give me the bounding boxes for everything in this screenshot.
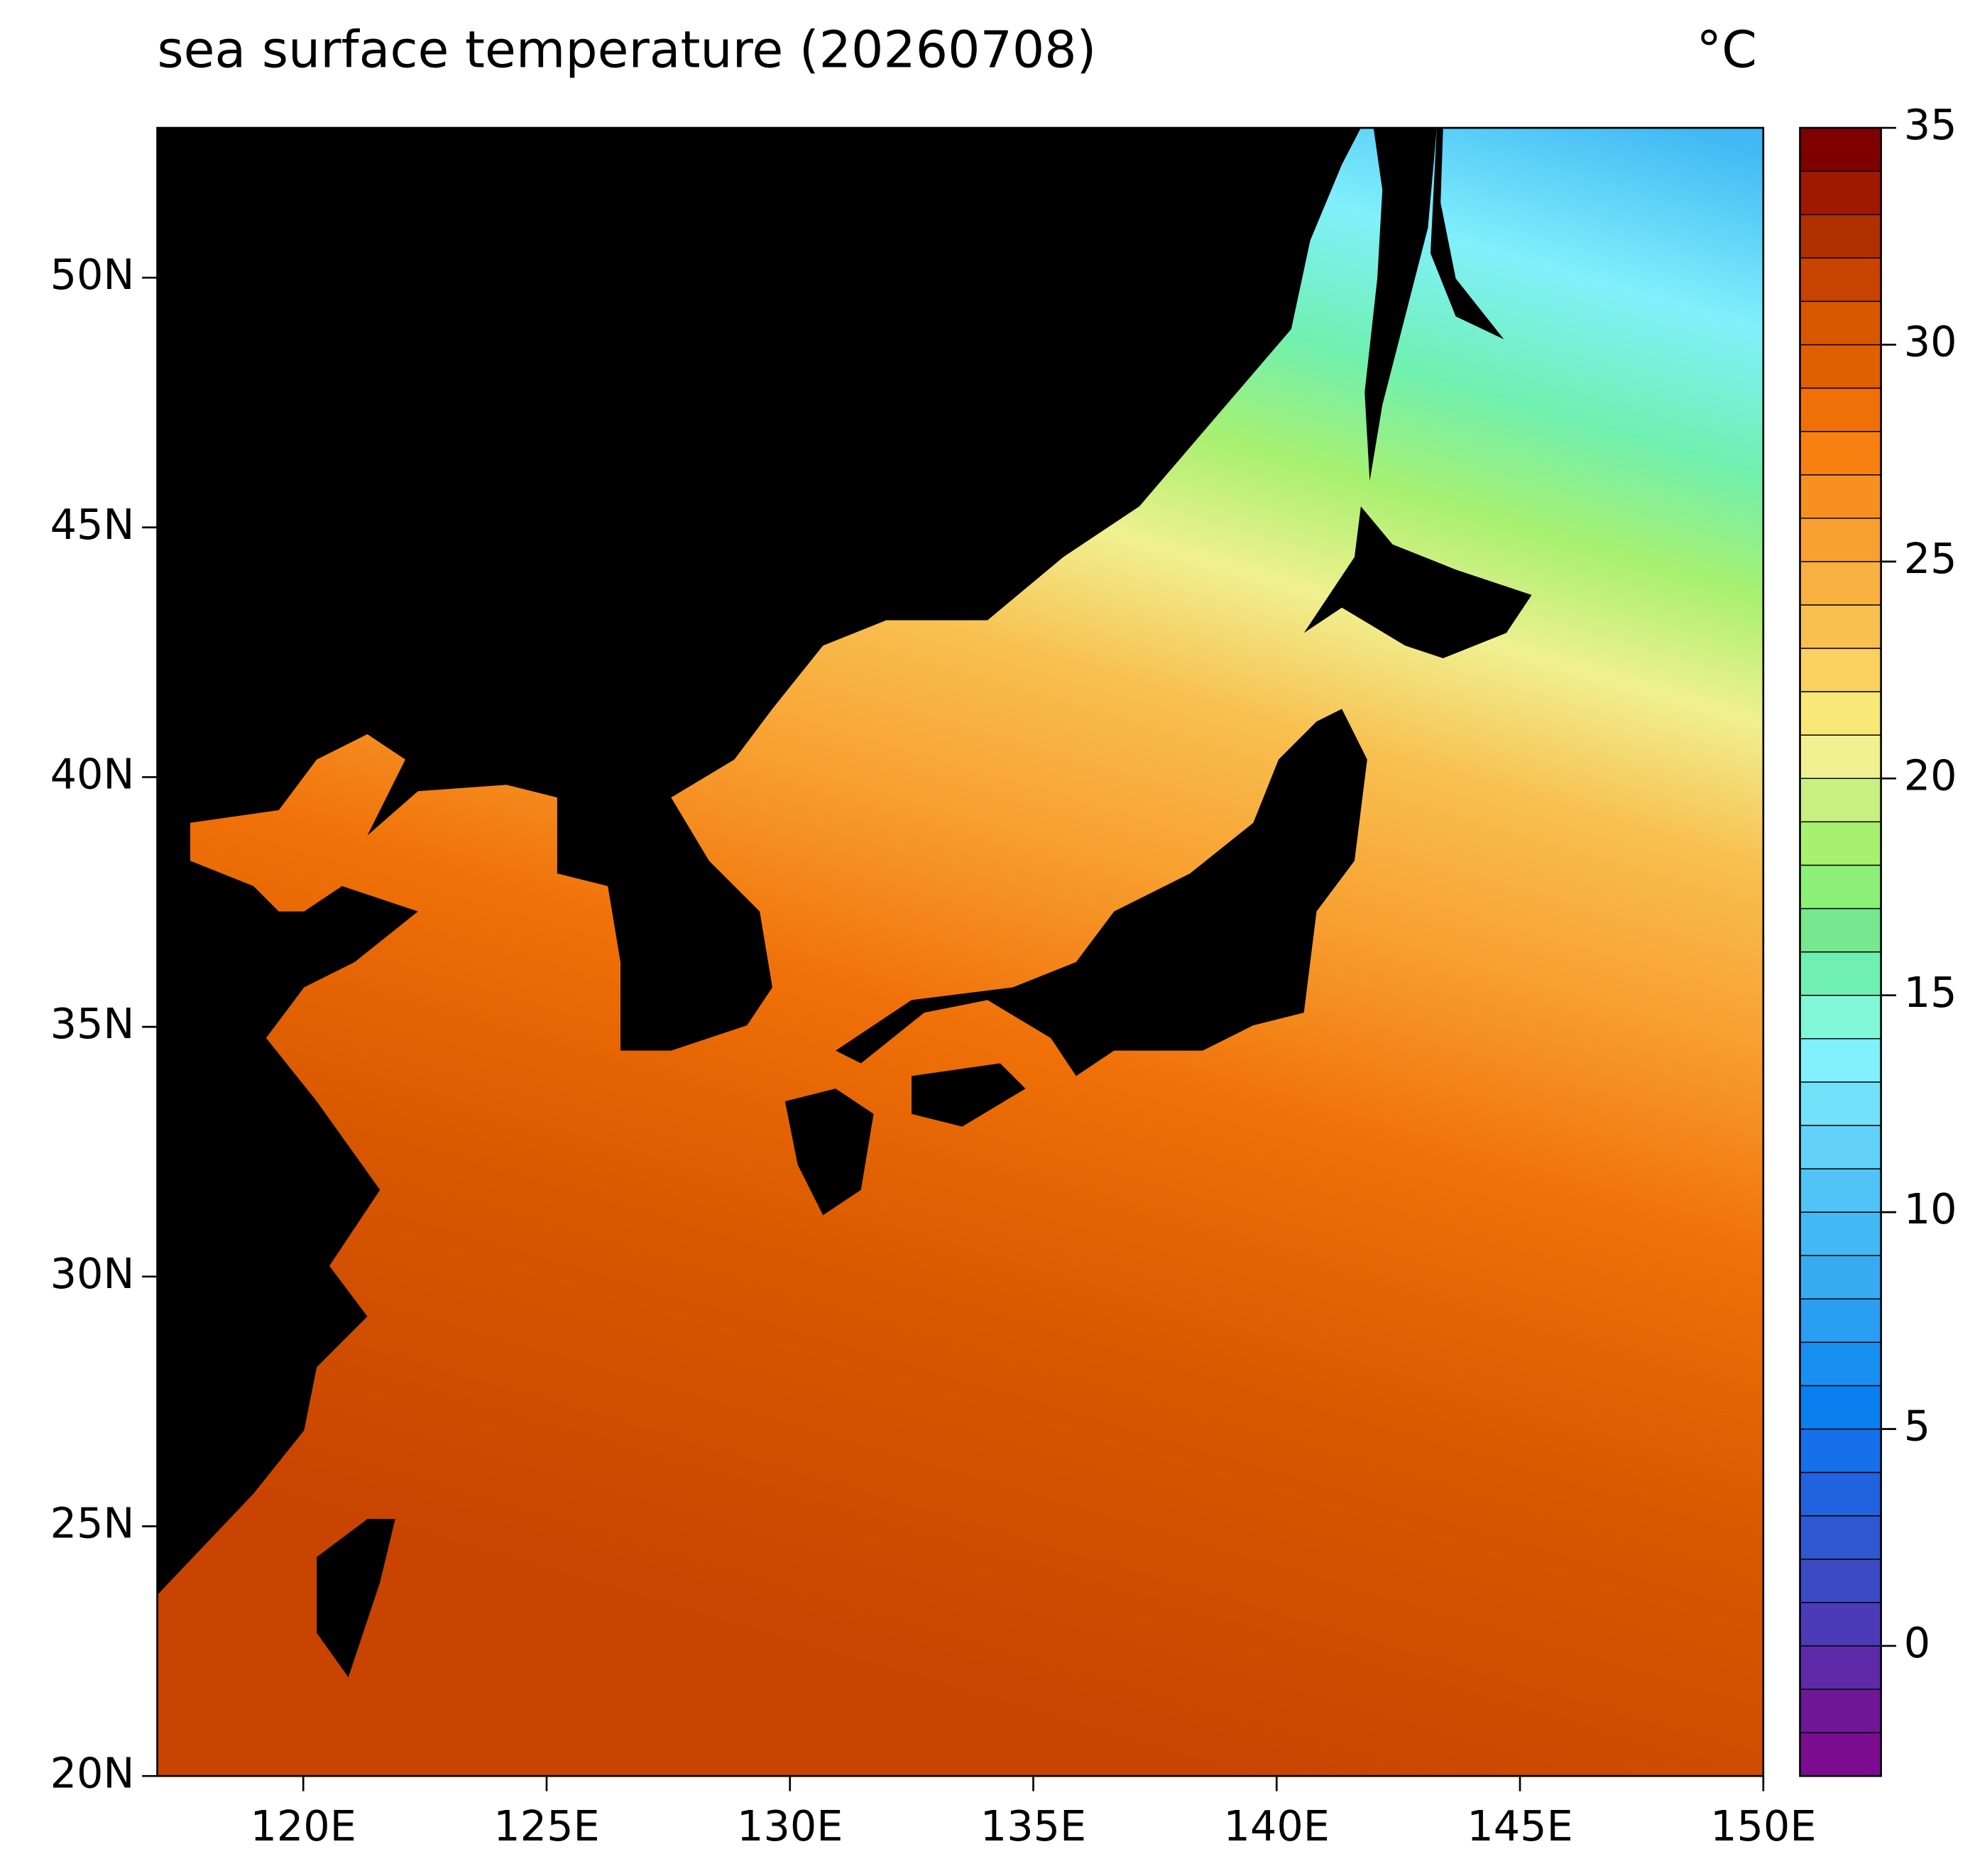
okhotsk-coast [1430, 128, 1504, 339]
x-tick-label: 150E [1710, 1801, 1816, 1850]
continent [157, 128, 1361, 1596]
colorbar-band [1799, 344, 1882, 389]
colorbar-tick-label: 15 [1904, 968, 1957, 1017]
hokkaido [1303, 506, 1532, 659]
x-tick-label: 130E [737, 1801, 843, 1850]
x-tick-label: 120E [250, 1801, 356, 1850]
y-tick-label: 30N [50, 1249, 135, 1298]
colorbar-band [1799, 387, 1882, 432]
colorbar-band [1799, 604, 1882, 649]
colorbar-tick-label: 0 [1904, 1618, 1930, 1667]
unit-label: °C [1696, 20, 1756, 79]
colorbar-band [1799, 1081, 1882, 1126]
y-tick-label: 20N [50, 1748, 135, 1797]
colorbar-band [1799, 474, 1882, 519]
map-field [157, 128, 1763, 1777]
x-tick-label: 135E [980, 1801, 1086, 1850]
colorbar-band [1799, 1515, 1882, 1560]
y-tick-label: 50N [50, 250, 135, 299]
colorbar-tick-label: 20 [1904, 751, 1957, 800]
colorbar-band [1799, 1038, 1882, 1083]
colorbar-band [1799, 994, 1882, 1040]
y-tick-label: 35N [50, 999, 135, 1048]
x-tick-label: 140E [1224, 1801, 1330, 1850]
honshu [836, 709, 1367, 1076]
colorbar-band [1799, 1298, 1882, 1343]
colorbar-tick-label: 10 [1904, 1184, 1957, 1233]
taiwan [317, 1519, 395, 1678]
x-tick-label: 145E [1467, 1801, 1572, 1850]
colorbar-band [1799, 1385, 1882, 1430]
colorbar-band [1799, 1168, 1882, 1213]
colorbar-frame [1799, 126, 1882, 1777]
colorbar-band [1799, 1559, 1882, 1603]
colorbar-band [1799, 1125, 1882, 1169]
colorbar-band [1799, 1689, 1882, 1733]
colorbar-tick-label: 35 [1904, 100, 1957, 149]
colorbar-band [1799, 170, 1882, 215]
colorbar-band [1799, 300, 1882, 346]
colorbar-band [1799, 518, 1882, 562]
colorbar-band [1799, 648, 1882, 692]
colorbar-tick-label: 30 [1904, 317, 1957, 366]
colorbar-band [1799, 1428, 1882, 1473]
sakhalin [1364, 128, 1437, 481]
colorbar: 0 5 10 15 20 25 30 35 [1799, 100, 1957, 1777]
map-frame [156, 126, 1765, 1777]
colorbar-band [1799, 821, 1882, 866]
colorbar-band [1799, 691, 1882, 736]
land [157, 128, 1532, 1678]
colorbar-band [1799, 907, 1882, 953]
y-tick-label: 25N [50, 1499, 135, 1548]
colorbar-band [1799, 430, 1882, 476]
colorbar-band [1799, 1211, 1882, 1256]
colorbar-band [1799, 1645, 1882, 1690]
axes: 120E 125E 130E 135E 140E 145E 150E 20N 25N 30N 35N… [50, 250, 1817, 1850]
colorbar-band [1799, 1602, 1882, 1647]
colorbar-band [1799, 1341, 1882, 1387]
colorbar-band [1799, 257, 1882, 302]
chart-title: sea surface temperature (20260708) [158, 20, 1097, 79]
colorbar-band [1799, 951, 1882, 996]
colorbar-tick-label: 25 [1904, 534, 1957, 583]
kyushu [784, 1089, 874, 1216]
colorbar-band [1799, 864, 1882, 910]
colorbar-band [1799, 214, 1882, 259]
y-tick-label: 40N [50, 750, 135, 799]
colorbar-band [1799, 1471, 1882, 1517]
colorbar-band [1799, 561, 1882, 606]
colorbar-tick-label: 5 [1904, 1402, 1930, 1451]
x-tick-label: 125E [493, 1801, 599, 1850]
colorbar-band [1799, 778, 1882, 823]
y-tick-label: 45N [50, 500, 135, 549]
shikoku [912, 1063, 1026, 1127]
colorbar-band [1799, 1255, 1882, 1299]
colorbar-band [1799, 734, 1882, 779]
colorbar-band [1799, 1732, 1882, 1777]
colorbar-band [1799, 127, 1882, 172]
